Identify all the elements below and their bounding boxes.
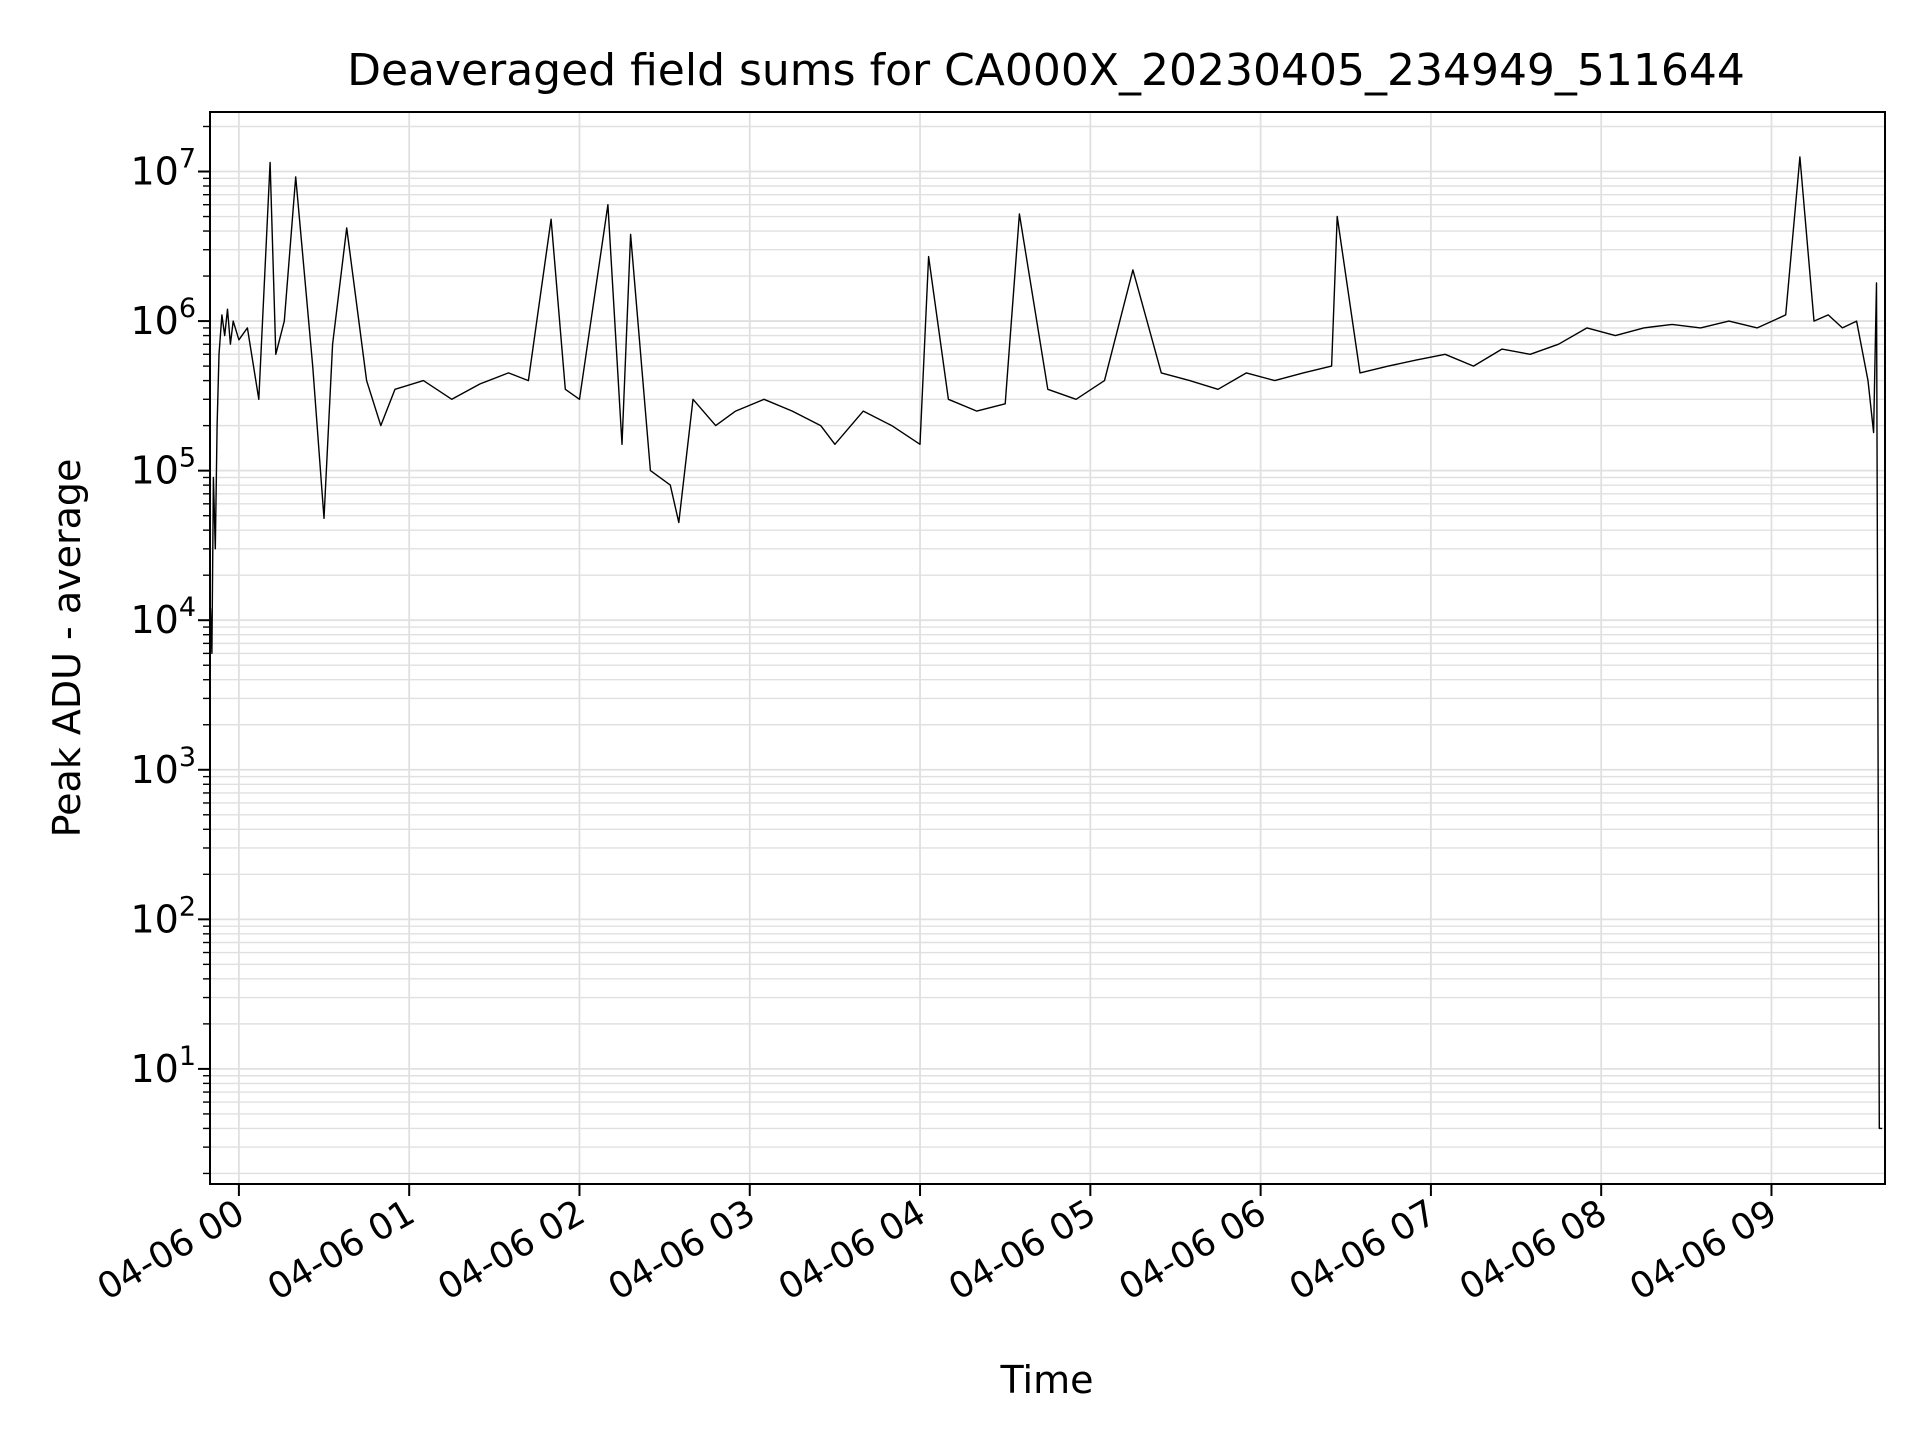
x-tick-label: 04-06 07 [1283, 1192, 1444, 1308]
x-tick-label: 04-06 05 [942, 1192, 1103, 1308]
y-tick-label-exponent: 5 [179, 443, 196, 474]
y-tick-label: 101 [130, 1041, 196, 1091]
x-tick-label: 04-06 01 [261, 1192, 422, 1308]
x-tick-label: 04-06 00 [91, 1192, 252, 1308]
y-tick-label-base: 10 [130, 449, 178, 493]
y-tick-label: 104 [130, 592, 196, 642]
y-tick-label-base: 10 [130, 748, 178, 792]
y-tick-label-base: 10 [130, 598, 178, 642]
y-tick-label-exponent: 6 [179, 293, 196, 324]
y-tick-label-base: 10 [130, 299, 178, 343]
y-tick-label-exponent: 3 [179, 742, 196, 773]
x-axis-label: Time [1000, 1358, 1094, 1402]
y-tick-label-base: 10 [130, 150, 178, 194]
chart-title: Deaveraged field sums for CA000X_2023040… [347, 45, 1745, 96]
y-tick-label: 106 [130, 293, 196, 343]
y-tick-label-base: 10 [130, 897, 178, 941]
y-tick-label-exponent: 2 [179, 891, 196, 922]
x-tick-label: 04-06 02 [431, 1192, 592, 1308]
x-tick-label: 04-06 04 [772, 1192, 933, 1308]
y-axis-label: Peak ADU - average [45, 459, 89, 838]
x-tick-label: 04-06 06 [1112, 1192, 1273, 1308]
y-tick-label: 107 [130, 144, 196, 194]
series-line [209, 156, 1883, 1130]
grid [210, 112, 1885, 1184]
x-tick-label: 04-06 09 [1623, 1192, 1784, 1308]
plot-frame [209, 111, 1886, 1185]
y-tick-label-exponent: 1 [179, 1041, 196, 1072]
y-tick-label: 103 [130, 742, 196, 792]
y-tick-label: 102 [130, 891, 196, 941]
x-axis: 04-06 00 04-06 01 04-06 02 04-06 03 04-06 04… [91, 1184, 1784, 1309]
x-tick-label: 04-06 03 [602, 1192, 763, 1308]
y-tick-label-base: 10 [130, 1047, 178, 1091]
y-tick-label-exponent: 4 [179, 592, 196, 623]
y-tick-label: 105 [130, 443, 196, 493]
y-tick-label-exponent: 7 [179, 144, 196, 175]
x-tick-label: 04-06 08 [1453, 1192, 1614, 1308]
